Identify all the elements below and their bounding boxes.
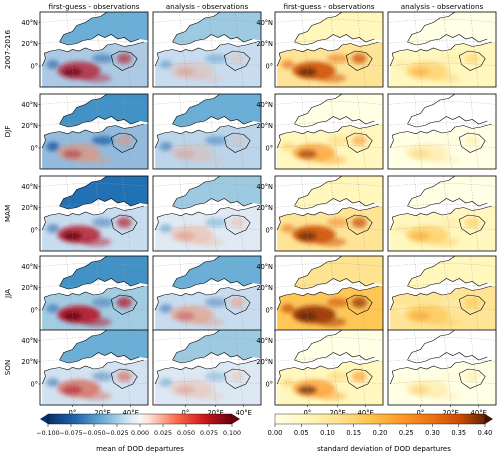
colorbar-mean-label: mean of DOD departures (96, 445, 184, 453)
map-panel (387, 329, 497, 406)
lat-tick-label: 40°N (256, 101, 273, 109)
lon-tick-label: 40°E (236, 409, 252, 417)
lat-tick-label: 40°N (256, 19, 273, 27)
colorbar-tick-label: −0.100 (36, 430, 59, 437)
lon-tick-label: 0° (69, 409, 77, 417)
map-panel (152, 11, 262, 88)
colorbar-tick-label: 0.025 (154, 430, 172, 437)
lon-tick-label: 20°E (442, 409, 458, 417)
lat-tick-label: 40°N (256, 337, 273, 345)
lat-tick-label: 20°N (21, 358, 38, 366)
lat-tick-label: 20°N (21, 284, 38, 292)
column-title: first-guess - observations (283, 2, 374, 11)
lon-tick-label: 40°E (471, 409, 487, 417)
lat-tick-label: 40°N (256, 183, 273, 191)
colorbar-tick-label: 0.40 (478, 429, 493, 437)
lon-tick-label: 0° (304, 409, 312, 417)
lon-tick-label: 40°E (358, 409, 374, 417)
map-panel (152, 329, 262, 406)
colorbar-tick-label: 0.10 (320, 429, 335, 437)
lat-tick-label: 0° (266, 307, 274, 315)
lat-tick-label: 20°N (256, 358, 273, 366)
map-panel (274, 175, 384, 252)
colorbar-tick-label: 0.05 (294, 429, 309, 437)
colorbar-tick-label: 0.20 (373, 429, 388, 437)
lat-tick-label: 0° (266, 145, 274, 153)
lat-tick-label: 0° (266, 63, 274, 71)
lon-tick-label: 20°E (207, 409, 223, 417)
row-label: MAM (3, 205, 12, 222)
colorbar-tick-label: 0.25 (399, 429, 414, 437)
colorbar-tick-label: −0.050 (82, 430, 105, 437)
map-panel (274, 93, 384, 170)
column-title: analysis - observations (166, 2, 249, 11)
lon-tick-label: 40°E (123, 409, 139, 417)
lat-tick-label: 20°N (256, 122, 273, 130)
lat-tick-label: 0° (31, 381, 39, 389)
lat-tick-label: 20°N (21, 204, 38, 212)
lon-tick-label: 20°E (329, 409, 345, 417)
lat-tick-label: 40°N (21, 19, 38, 27)
colorbar-mean-extend-low (40, 414, 48, 424)
colorbar-mean-bar (47, 413, 233, 425)
map-panel (387, 93, 497, 170)
colorbar-tick-label: 0.000 (131, 430, 149, 437)
lon-tick-label: 0° (417, 409, 425, 417)
lat-tick-label: 0° (31, 307, 39, 315)
lat-tick-label: 0° (266, 227, 274, 235)
colorbar-std: 0.00 0.05 0.10 0.15 0.20 0.25 0.30 0.35 0.40 sta… (268, 413, 493, 453)
map-panel (39, 255, 149, 332)
colorbar-std-extend-high (485, 414, 493, 424)
map-panel (387, 255, 497, 332)
map-panel (274, 255, 384, 332)
colorbar-tick-label: 0.100 (223, 430, 241, 437)
map-panel (152, 255, 262, 332)
lon-tick-label: 20°E (94, 409, 110, 417)
colorbar-tick-label: 0.35 (451, 429, 466, 437)
colorbar-std-label: standard deviation of DOD departures (317, 445, 451, 453)
lat-tick-label: 0° (31, 227, 39, 235)
lat-tick-label: 20°N (256, 40, 273, 48)
lat-tick-label: 40°N (21, 337, 38, 345)
lat-tick-label: 0° (31, 145, 39, 153)
lat-tick-label: 0° (31, 63, 39, 71)
row-label: SON (3, 360, 12, 376)
colorbar-tick-label: −0.075 (59, 430, 82, 437)
column-title: analysis - observations (401, 2, 484, 11)
map-panel (274, 11, 384, 88)
lat-tick-label: 40°N (256, 263, 273, 271)
map-panel (152, 175, 262, 252)
lat-tick-label: 20°N (21, 40, 38, 48)
colorbar-tick-label: 0.00 (268, 429, 283, 437)
map-panel (39, 175, 149, 252)
lat-tick-label: 40°N (21, 101, 38, 109)
lat-tick-label: 20°N (21, 122, 38, 130)
map-panel (387, 11, 497, 88)
colorbar-std-bar (274, 413, 486, 425)
colorbar-tick-label: 0.30 (425, 429, 440, 437)
lat-tick-label: 20°N (256, 284, 273, 292)
colorbar-tick-label: 0.075 (200, 430, 218, 437)
row-label: JJA (3, 289, 12, 299)
map-panel (152, 93, 262, 170)
lat-tick-label: 40°N (21, 263, 38, 271)
colorbar-tick-label: 0.15 (346, 429, 361, 437)
lat-tick-label: 0° (266, 381, 274, 389)
row-label: 2007-2016 (3, 29, 12, 69)
colorbar-tick-label: 0.050 (177, 430, 195, 437)
colorbar-mean: −0.100 −0.075 −0.050 −0.025 0.000 0.025 0.050 0… (36, 413, 241, 453)
lon-tick-label: 0° (182, 409, 190, 417)
colorbar-mean-extend-high (232, 414, 240, 424)
map-panel (39, 93, 149, 170)
map-panel (39, 11, 149, 88)
map-panel (387, 175, 497, 252)
lat-tick-label: 40°N (21, 183, 38, 191)
lat-tick-label: 20°N (256, 204, 273, 212)
row-label: DJF (3, 126, 12, 138)
column-title: first-guess - observations (48, 2, 139, 11)
map-panel (274, 329, 384, 406)
colorbar-tick-label: −0.025 (105, 430, 128, 437)
map-panel (39, 329, 149, 406)
